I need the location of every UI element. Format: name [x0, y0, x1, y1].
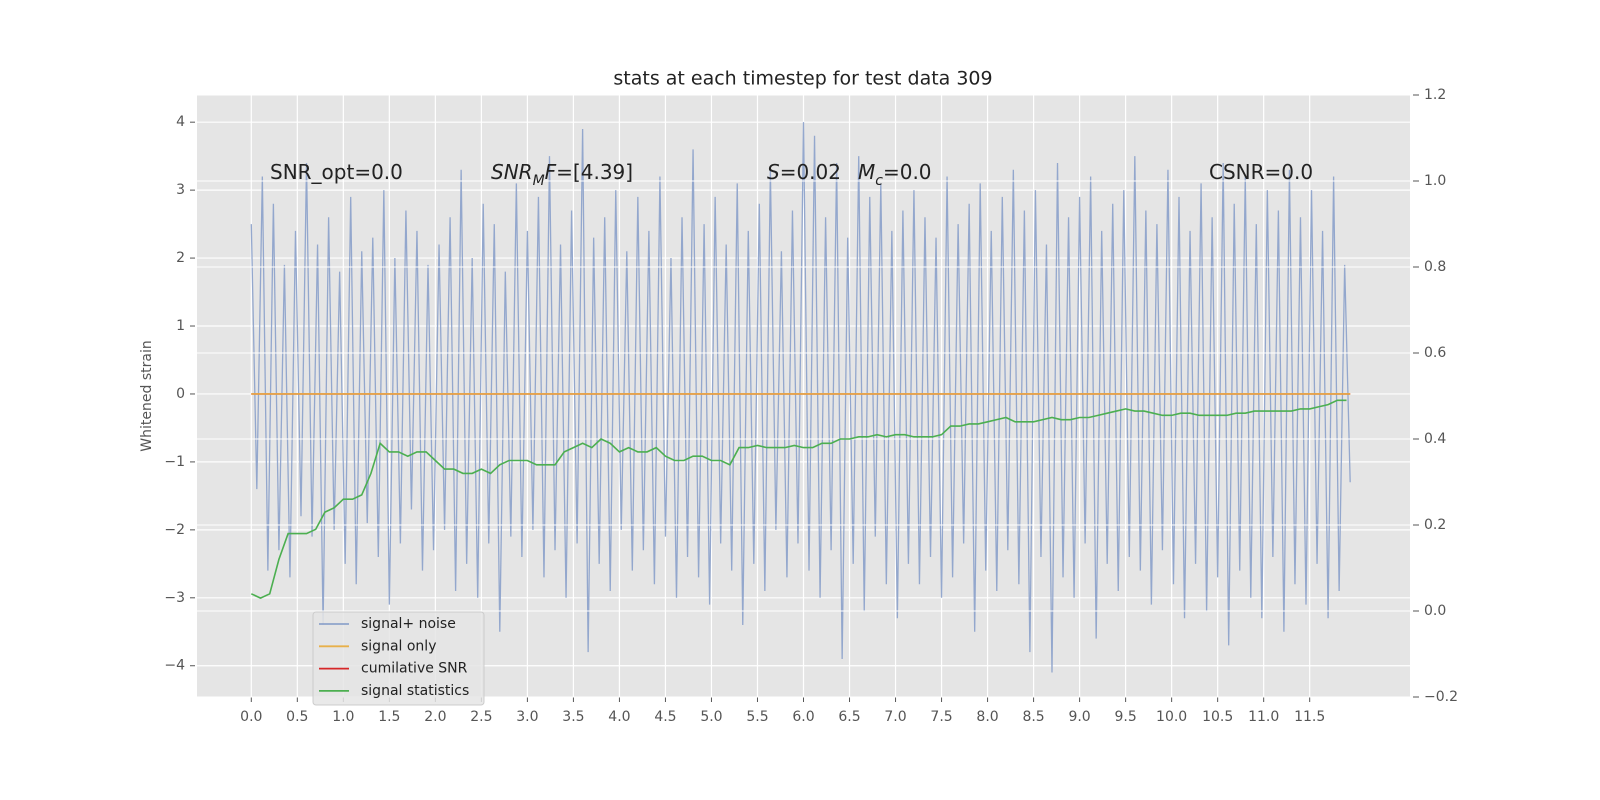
y-tick-label: 1	[176, 318, 185, 334]
y-axis-label: Whitened strain	[139, 340, 155, 451]
legend-label: cumilative SNR	[361, 661, 468, 677]
x-tick-label: 7.5	[930, 709, 952, 725]
x-tick-label: 3.5	[562, 709, 584, 725]
y-tick-label: 4	[176, 114, 185, 130]
x-tick-label: 11.5	[1294, 709, 1325, 725]
x-tick-label: 1.0	[332, 709, 354, 725]
legend-label: signal+ noise	[361, 616, 456, 632]
y2-tick-label: 0.6	[1424, 345, 1446, 361]
x-tick-label: 9.0	[1068, 709, 1090, 725]
y2-tick-label: 1.0	[1424, 173, 1446, 189]
y2-tick-label: 0.0	[1424, 603, 1446, 619]
annotation: SNRMF=[4.39]	[491, 160, 633, 190]
series-line	[250, 399, 1347, 599]
y-tick-label: 3	[176, 182, 185, 198]
x-tick-label: 11.0	[1248, 709, 1279, 725]
y-tick-label: −1	[164, 454, 185, 470]
series-line	[250, 122, 1351, 673]
x-tick-label: 9.5	[1114, 709, 1136, 725]
annotation-part: =[4.39]	[556, 160, 633, 184]
x-tick-label: 10.0	[1156, 709, 1187, 725]
y-tick-label: 2	[176, 250, 185, 266]
y2-tick-label: 0.4	[1424, 431, 1446, 447]
y2-tick-label: 1.2	[1424, 87, 1446, 103]
annotation-part: S	[767, 160, 780, 184]
x-tick-label: 8.0	[976, 709, 998, 725]
x-tick-label: 7.0	[884, 709, 906, 725]
x-tick-label: 4.5	[654, 709, 676, 725]
annotation-part: SNR_opt=0.0	[270, 160, 403, 184]
annotation: Mc=0.0	[858, 160, 932, 190]
annotation-part: =0.02	[780, 160, 841, 184]
x-tick-label: 4.0	[608, 709, 630, 725]
annotation-part: SNR	[491, 160, 533, 184]
annotation-part: c	[875, 173, 883, 189]
chart-title: stats at each timestep for test data 309	[613, 68, 992, 90]
x-tick-label: 2.0	[424, 709, 446, 725]
y-tick-label: 0	[176, 386, 185, 402]
x-tick-label: 0.0	[240, 709, 262, 725]
x-tick-label: 2.5	[470, 709, 492, 725]
x-tick-label: 3.0	[516, 709, 538, 725]
annotation-part: M	[858, 160, 875, 184]
x-tick-label: 5.0	[700, 709, 722, 725]
y-tick-label: −4	[164, 658, 185, 674]
annotation: SNR_opt=0.0	[270, 160, 403, 184]
annotation-part: M	[533, 173, 545, 189]
x-tick-label: 0.5	[286, 709, 308, 725]
annotation: S=0.02	[767, 160, 841, 184]
annotation-part: CSNR=0.0	[1209, 160, 1313, 184]
x-tick-label: 5.5	[746, 709, 768, 725]
y-tick-label: −2	[164, 522, 185, 538]
x-tick-label: 8.5	[1022, 709, 1044, 725]
x-tick-label: 6.0	[792, 709, 814, 725]
legend-label: signal only	[361, 638, 436, 654]
x-tick-label: 10.5	[1202, 709, 1233, 725]
y-tick-label: −3	[164, 590, 185, 606]
x-tick-label: 1.5	[378, 709, 400, 725]
x-tick-label: 6.5	[838, 709, 860, 725]
legend-box	[312, 611, 485, 706]
y2-tick-label: 0.8	[1424, 259, 1446, 275]
y2-tick-label: −0.2	[1424, 689, 1458, 705]
annotation-part: =0.0	[883, 160, 932, 184]
annotation-part: F	[545, 160, 557, 184]
y2-tick-label: 0.2	[1424, 517, 1446, 533]
annotation: CSNR=0.0	[1209, 160, 1313, 184]
legend-label: signal statistics	[361, 683, 469, 699]
